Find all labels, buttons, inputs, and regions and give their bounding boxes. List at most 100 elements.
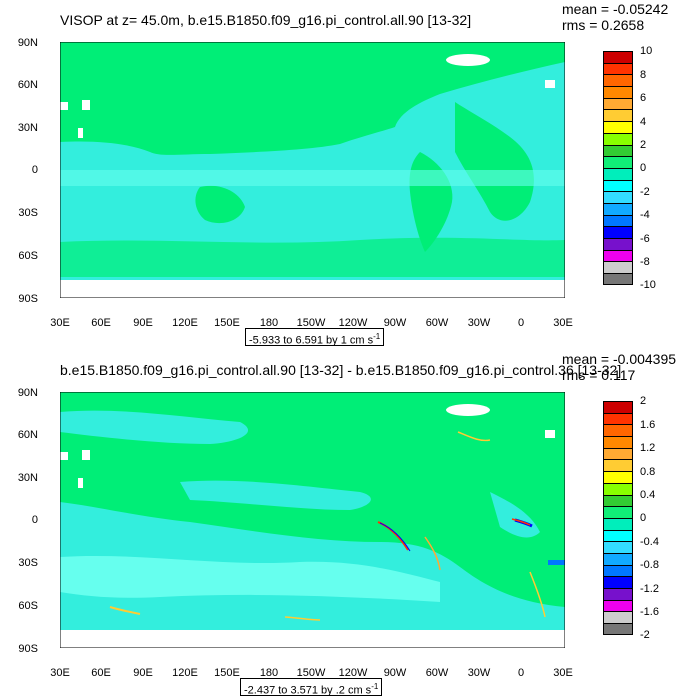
colorbar-label: -8	[640, 256, 650, 268]
lat-label: 30S	[18, 207, 38, 219]
colorbar-swatch	[603, 623, 633, 635]
colorbar-label: 0.4	[640, 489, 656, 501]
lon-label: 30E	[553, 667, 573, 679]
map-svg	[60, 42, 565, 298]
colorbar-swatch	[603, 121, 633, 133]
lon-label: 60E	[91, 667, 111, 679]
rms-value: rms = 0.117	[562, 367, 636, 383]
colorbar-swatch	[603, 109, 633, 122]
colorbar-label: -0.8	[640, 559, 659, 571]
lon-label: 30E	[553, 317, 573, 329]
colorbar-swatch	[603, 541, 633, 553]
colorbar	[603, 51, 633, 285]
colorbar-label: 0	[640, 512, 647, 524]
colorbar-swatch	[603, 214, 633, 227]
colorbar-swatch	[603, 97, 633, 110]
lat-label: 90N	[17, 37, 38, 49]
lat-label: 30S	[18, 557, 38, 569]
colorbar-swatch	[603, 588, 633, 600]
lon-label: 180	[259, 667, 279, 679]
colorbar-swatch	[603, 447, 633, 460]
map-plot	[60, 392, 565, 648]
range-text: -5.933 to 6.591 by 1 cm s	[249, 334, 374, 347]
lat-label: 0	[31, 164, 38, 176]
lat-label: 60N	[17, 79, 38, 91]
lon-label: 180	[259, 317, 279, 329]
panel-title: VISOP at z= 45.0m, b.e15.B1850.f09_g16.p…	[60, 12, 472, 28]
colorbar-swatch	[603, 412, 633, 425]
colorbar-swatch	[603, 249, 633, 262]
lon-label: 120E	[172, 667, 198, 679]
range-exponent: -1	[371, 682, 379, 691]
colorbar-label: 6	[640, 92, 647, 104]
colorbar-label: 1.6	[640, 419, 656, 431]
colorbar-label: 2	[640, 139, 647, 151]
colorbar-label: 4	[640, 116, 647, 128]
lon-label: 90W	[383, 667, 407, 679]
lon-label: 90W	[383, 317, 407, 329]
colorbar-swatch	[603, 51, 633, 63]
panel-title: b.e15.B1850.f09_g16.pi_control.all.90 [1…	[60, 362, 622, 378]
colorbar-swatch	[603, 62, 633, 75]
lon-label: 90E	[133, 667, 153, 679]
lon-label: 60W	[425, 667, 449, 679]
colorbar-label: 10	[640, 45, 653, 57]
lat-label: 90S	[18, 293, 38, 305]
colorbar-label: 8	[640, 69, 647, 81]
colorbar-swatch	[603, 599, 633, 612]
map-svg	[60, 392, 565, 648]
colorbar-label: 1.2	[640, 442, 656, 454]
colorbar-swatch	[603, 482, 633, 495]
lat-label: 60S	[18, 250, 38, 262]
contour-range-box: -5.933 to 6.591 by 1 cm s-1	[245, 328, 385, 347]
lon-label: 60W	[425, 317, 449, 329]
lon-label: 120W	[338, 667, 368, 679]
colorbar-swatch	[603, 564, 633, 577]
lon-label: 150W	[296, 667, 326, 679]
range-exponent: -1	[373, 332, 381, 341]
colorbar-swatch	[603, 179, 633, 192]
colorbar-label: -2	[640, 186, 650, 198]
bottom-map-panel: b.e15.B1850.f09_g16.pi_control.all.90 [1…	[0, 350, 700, 700]
lon-label: 120W	[338, 317, 368, 329]
colorbar-swatch	[603, 529, 633, 542]
colorbar-swatch	[603, 74, 633, 87]
colorbar	[603, 401, 633, 635]
lat-label: 30N	[17, 122, 38, 134]
colorbar-swatch	[603, 156, 633, 168]
lat-label: 60N	[17, 429, 38, 441]
lon-label: 0	[517, 317, 525, 329]
colorbar-swatch	[603, 552, 633, 565]
lon-label: 150E	[214, 317, 240, 329]
colorbar-label: -10	[640, 279, 656, 291]
colorbar-swatch	[603, 459, 633, 472]
colorbar-label: -4	[640, 209, 650, 221]
colorbar-swatch	[603, 226, 633, 238]
colorbar-swatch	[603, 144, 633, 157]
colorbar-swatch	[603, 261, 633, 274]
colorbar-label: -6	[640, 233, 650, 245]
colorbar-swatch	[603, 576, 633, 588]
lon-label: 30W	[467, 317, 491, 329]
colorbar-swatch	[603, 401, 633, 413]
colorbar-swatch	[603, 471, 633, 483]
colorbar-swatch	[603, 506, 633, 518]
map-plot	[60, 42, 565, 298]
colorbar-label: -0.4	[640, 536, 659, 548]
colorbar-swatch	[603, 424, 633, 437]
lon-label: 0	[517, 667, 525, 679]
lon-label: 30E	[50, 667, 70, 679]
colorbar-swatch	[603, 517, 633, 530]
colorbar-label: 0.8	[640, 466, 656, 478]
colorbar-swatch	[603, 167, 633, 180]
colorbar-label: 2	[640, 395, 647, 407]
colorbar-label: 0	[640, 162, 647, 174]
lat-label: 90N	[17, 387, 38, 399]
colorbar-swatch	[603, 86, 633, 98]
lat-label: 0	[31, 514, 38, 526]
colorbar-label: -2	[640, 629, 650, 641]
lat-label: 30N	[17, 472, 38, 484]
lon-label: 150E	[214, 667, 240, 679]
lat-label: 90S	[18, 643, 38, 655]
colorbar-swatch	[603, 191, 633, 203]
